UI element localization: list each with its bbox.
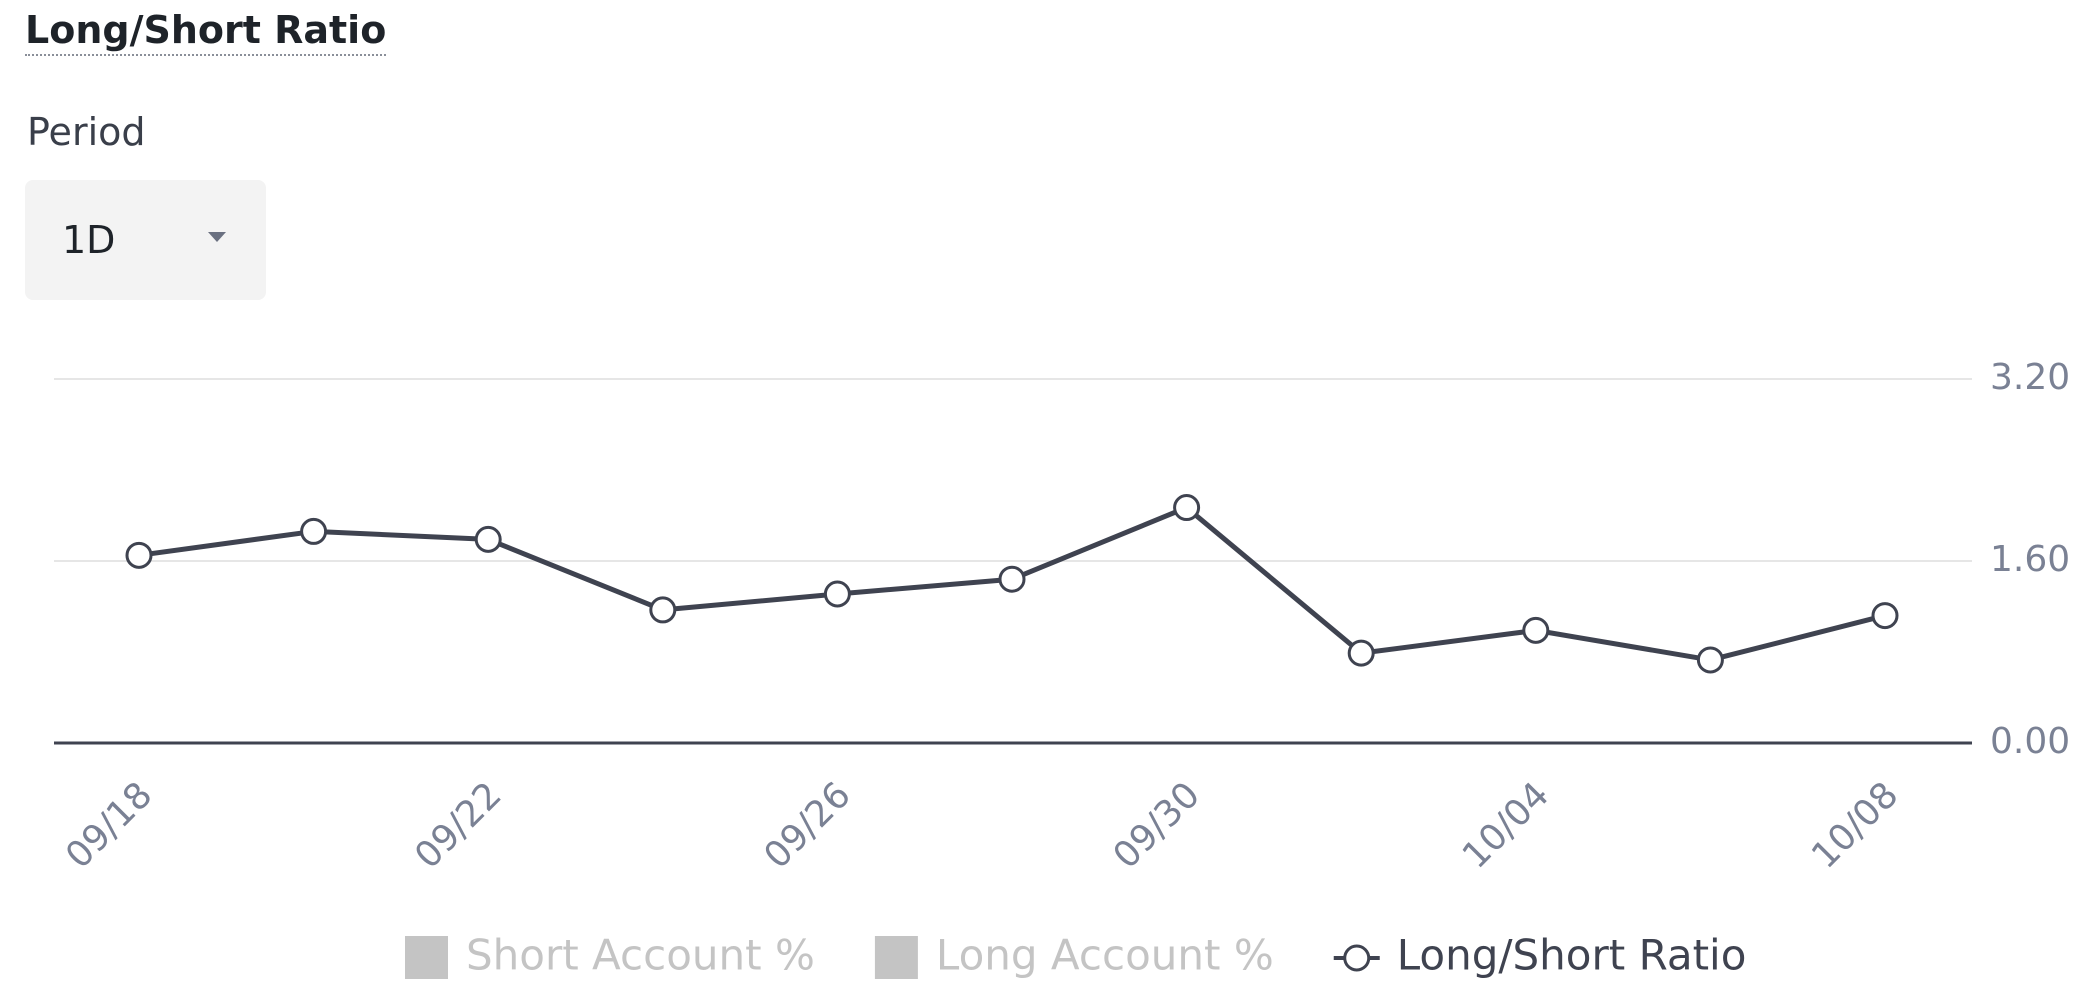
legend-marker[interactable] bbox=[1343, 944, 1371, 972]
x-tick-label: 10/08 bbox=[1804, 774, 1906, 876]
x-tick-label: 09/30 bbox=[1106, 774, 1208, 876]
dropdown-arrow bbox=[208, 232, 226, 242]
point bbox=[1173, 494, 1201, 522]
point bbox=[300, 517, 328, 545]
legend-label[interactable]: Long/Short Ratio bbox=[1397, 931, 1747, 980]
point bbox=[649, 596, 677, 624]
x-tick-label: 10/04 bbox=[1455, 774, 1557, 876]
period-dropdown[interactable]: 1D bbox=[25, 180, 266, 300]
point bbox=[1522, 616, 1550, 644]
y-tick-label: 1.60 bbox=[1990, 539, 2070, 580]
y-tick-label: 0.00 bbox=[1990, 721, 2070, 762]
legend-swatch[interactable] bbox=[405, 936, 448, 979]
x-tick-label: 09/26 bbox=[756, 774, 858, 876]
period-label: Period bbox=[27, 110, 146, 154]
title: Long/Short Ratio bbox=[25, 8, 387, 56]
point bbox=[998, 565, 1026, 593]
point bbox=[1347, 639, 1375, 667]
y-tick-label: 3.20 bbox=[1990, 357, 2070, 398]
point bbox=[474, 525, 502, 553]
legend-swatch[interactable] bbox=[874, 936, 918, 979]
x-tick-label: 09/18 bbox=[58, 774, 160, 876]
legend-label[interactable]: Long Account % bbox=[936, 931, 1274, 980]
point bbox=[823, 580, 851, 608]
x-tick-label: 09/22 bbox=[407, 774, 509, 876]
point bbox=[1696, 646, 1724, 674]
legend-label[interactable]: Short Account % bbox=[466, 931, 815, 980]
period-value: 1D bbox=[62, 218, 116, 262]
point bbox=[125, 541, 153, 569]
point bbox=[1871, 602, 1899, 630]
